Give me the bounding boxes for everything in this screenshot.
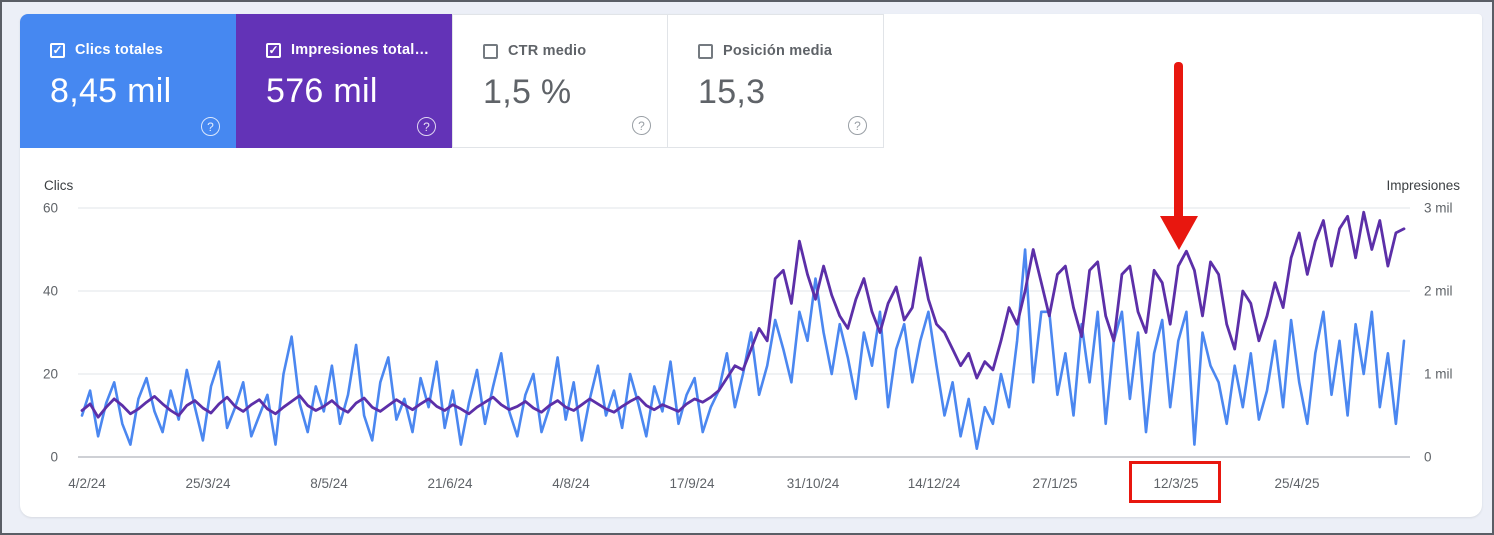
x-axis-tick: 14/12/24 xyxy=(907,476,961,491)
checkbox-checked-icon[interactable] xyxy=(266,42,281,58)
left-axis-title: Clics xyxy=(44,178,74,193)
x-axis-tick: 27/1/25 xyxy=(1032,476,1078,491)
metric-value: 8,45 mil xyxy=(50,72,172,110)
checkbox-unchecked-icon[interactable] xyxy=(483,43,498,59)
right-axis-tick: 3 mil xyxy=(1424,200,1453,216)
x-axis-tick: 4/2/24 xyxy=(68,476,106,491)
metric-card-clicks[interactable]: Clics totales 8,45 mil xyxy=(20,14,236,148)
right-axis-tick: 1 mil xyxy=(1424,366,1453,382)
left-axis-tick: 60 xyxy=(42,200,58,216)
right-axis-tick: 2 mil xyxy=(1424,283,1453,299)
x-axis-tick: 25/4/25 xyxy=(1274,476,1320,491)
x-axis-tick: 25/3/24 xyxy=(185,476,231,491)
x-axis-tick: 8/5/24 xyxy=(310,476,348,491)
x-axis-tick: 4/8/24 xyxy=(552,476,590,491)
help-icon[interactable] xyxy=(632,116,651,135)
metric-card-position[interactable]: Posición media 15,3 xyxy=(668,14,884,148)
help-icon[interactable] xyxy=(848,116,867,135)
performance-panel: Clics totales 8,45 mil Impresiones total… xyxy=(20,14,1482,517)
x-axis-tick: 12/3/25 xyxy=(1153,476,1199,491)
x-axis-tick: 31/10/24 xyxy=(786,476,840,491)
red-arrow-annotation xyxy=(1160,62,1198,250)
help-icon[interactable] xyxy=(417,117,436,136)
checkbox-unchecked-icon[interactable] xyxy=(698,43,713,59)
metric-value: 15,3 xyxy=(698,73,766,111)
checkbox-checked-icon[interactable] xyxy=(50,42,65,58)
right-axis-title: Impresiones xyxy=(1386,178,1460,193)
metric-card-impressions[interactable]: Impresiones total… 576 mil xyxy=(236,14,452,148)
x-axis-tick: 17/9/24 xyxy=(669,476,715,491)
right-axis-tick: 0 xyxy=(1424,449,1432,465)
left-axis-tick: 40 xyxy=(42,283,58,299)
metric-value: 576 mil xyxy=(266,72,378,110)
metric-value: 1,5 % xyxy=(483,73,572,111)
x-axis-tick: 21/6/24 xyxy=(427,476,473,491)
metric-card-ctr[interactable]: CTR medio 1,5 % xyxy=(452,14,668,148)
clicks-line-series xyxy=(80,248,1406,451)
impressions-line-series xyxy=(80,210,1406,419)
help-icon[interactable] xyxy=(201,117,220,136)
left-axis-tick: 0 xyxy=(50,449,58,465)
left-axis-tick: 20 xyxy=(42,366,58,382)
